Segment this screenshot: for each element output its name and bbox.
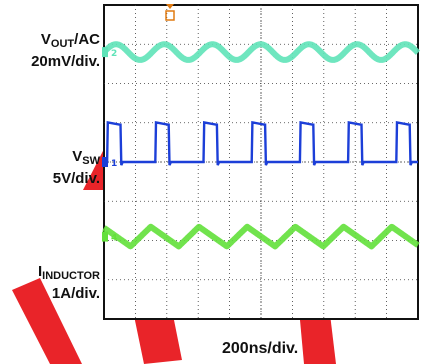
channel-marker-number: 2	[111, 49, 117, 59]
channel-marker-number: 4	[111, 234, 117, 244]
series-line-inductor	[101, 223, 421, 250]
channel-marker: 4	[102, 231, 117, 244]
vout-label: VOUT/AC 20mV/div.	[31, 31, 100, 70]
trace-layer	[101, 41, 421, 250]
vsw-label: VSW 5V/div.	[52, 148, 100, 187]
channel-marker-flag	[102, 231, 108, 242]
trigger-marker-icon	[165, 4, 175, 21]
channel-marker: 1	[102, 157, 117, 169]
series-line-vsw	[104, 120, 418, 166]
vout-scale-label: 20mV/div.	[31, 53, 100, 70]
trigger-arrow	[166, 4, 174, 9]
x-axis-label: 200ns/div.	[222, 340, 299, 357]
channel-marker-number: 1	[111, 159, 117, 169]
channel-marker-flag	[102, 157, 108, 167]
channel-marker: 2	[102, 47, 117, 59]
channel-marker-flag	[102, 47, 108, 58]
inductor-scale-label: 1A/div.	[51, 285, 100, 302]
series-line-vout	[101, 41, 421, 63]
trigger-box	[165, 10, 175, 21]
channel-marker-layer: 2 1 4	[102, 4, 175, 244]
inductor-label: IINDUCTOR 1A/div.	[37, 263, 100, 302]
vsw-scale-label: 5V/div.	[52, 170, 100, 187]
